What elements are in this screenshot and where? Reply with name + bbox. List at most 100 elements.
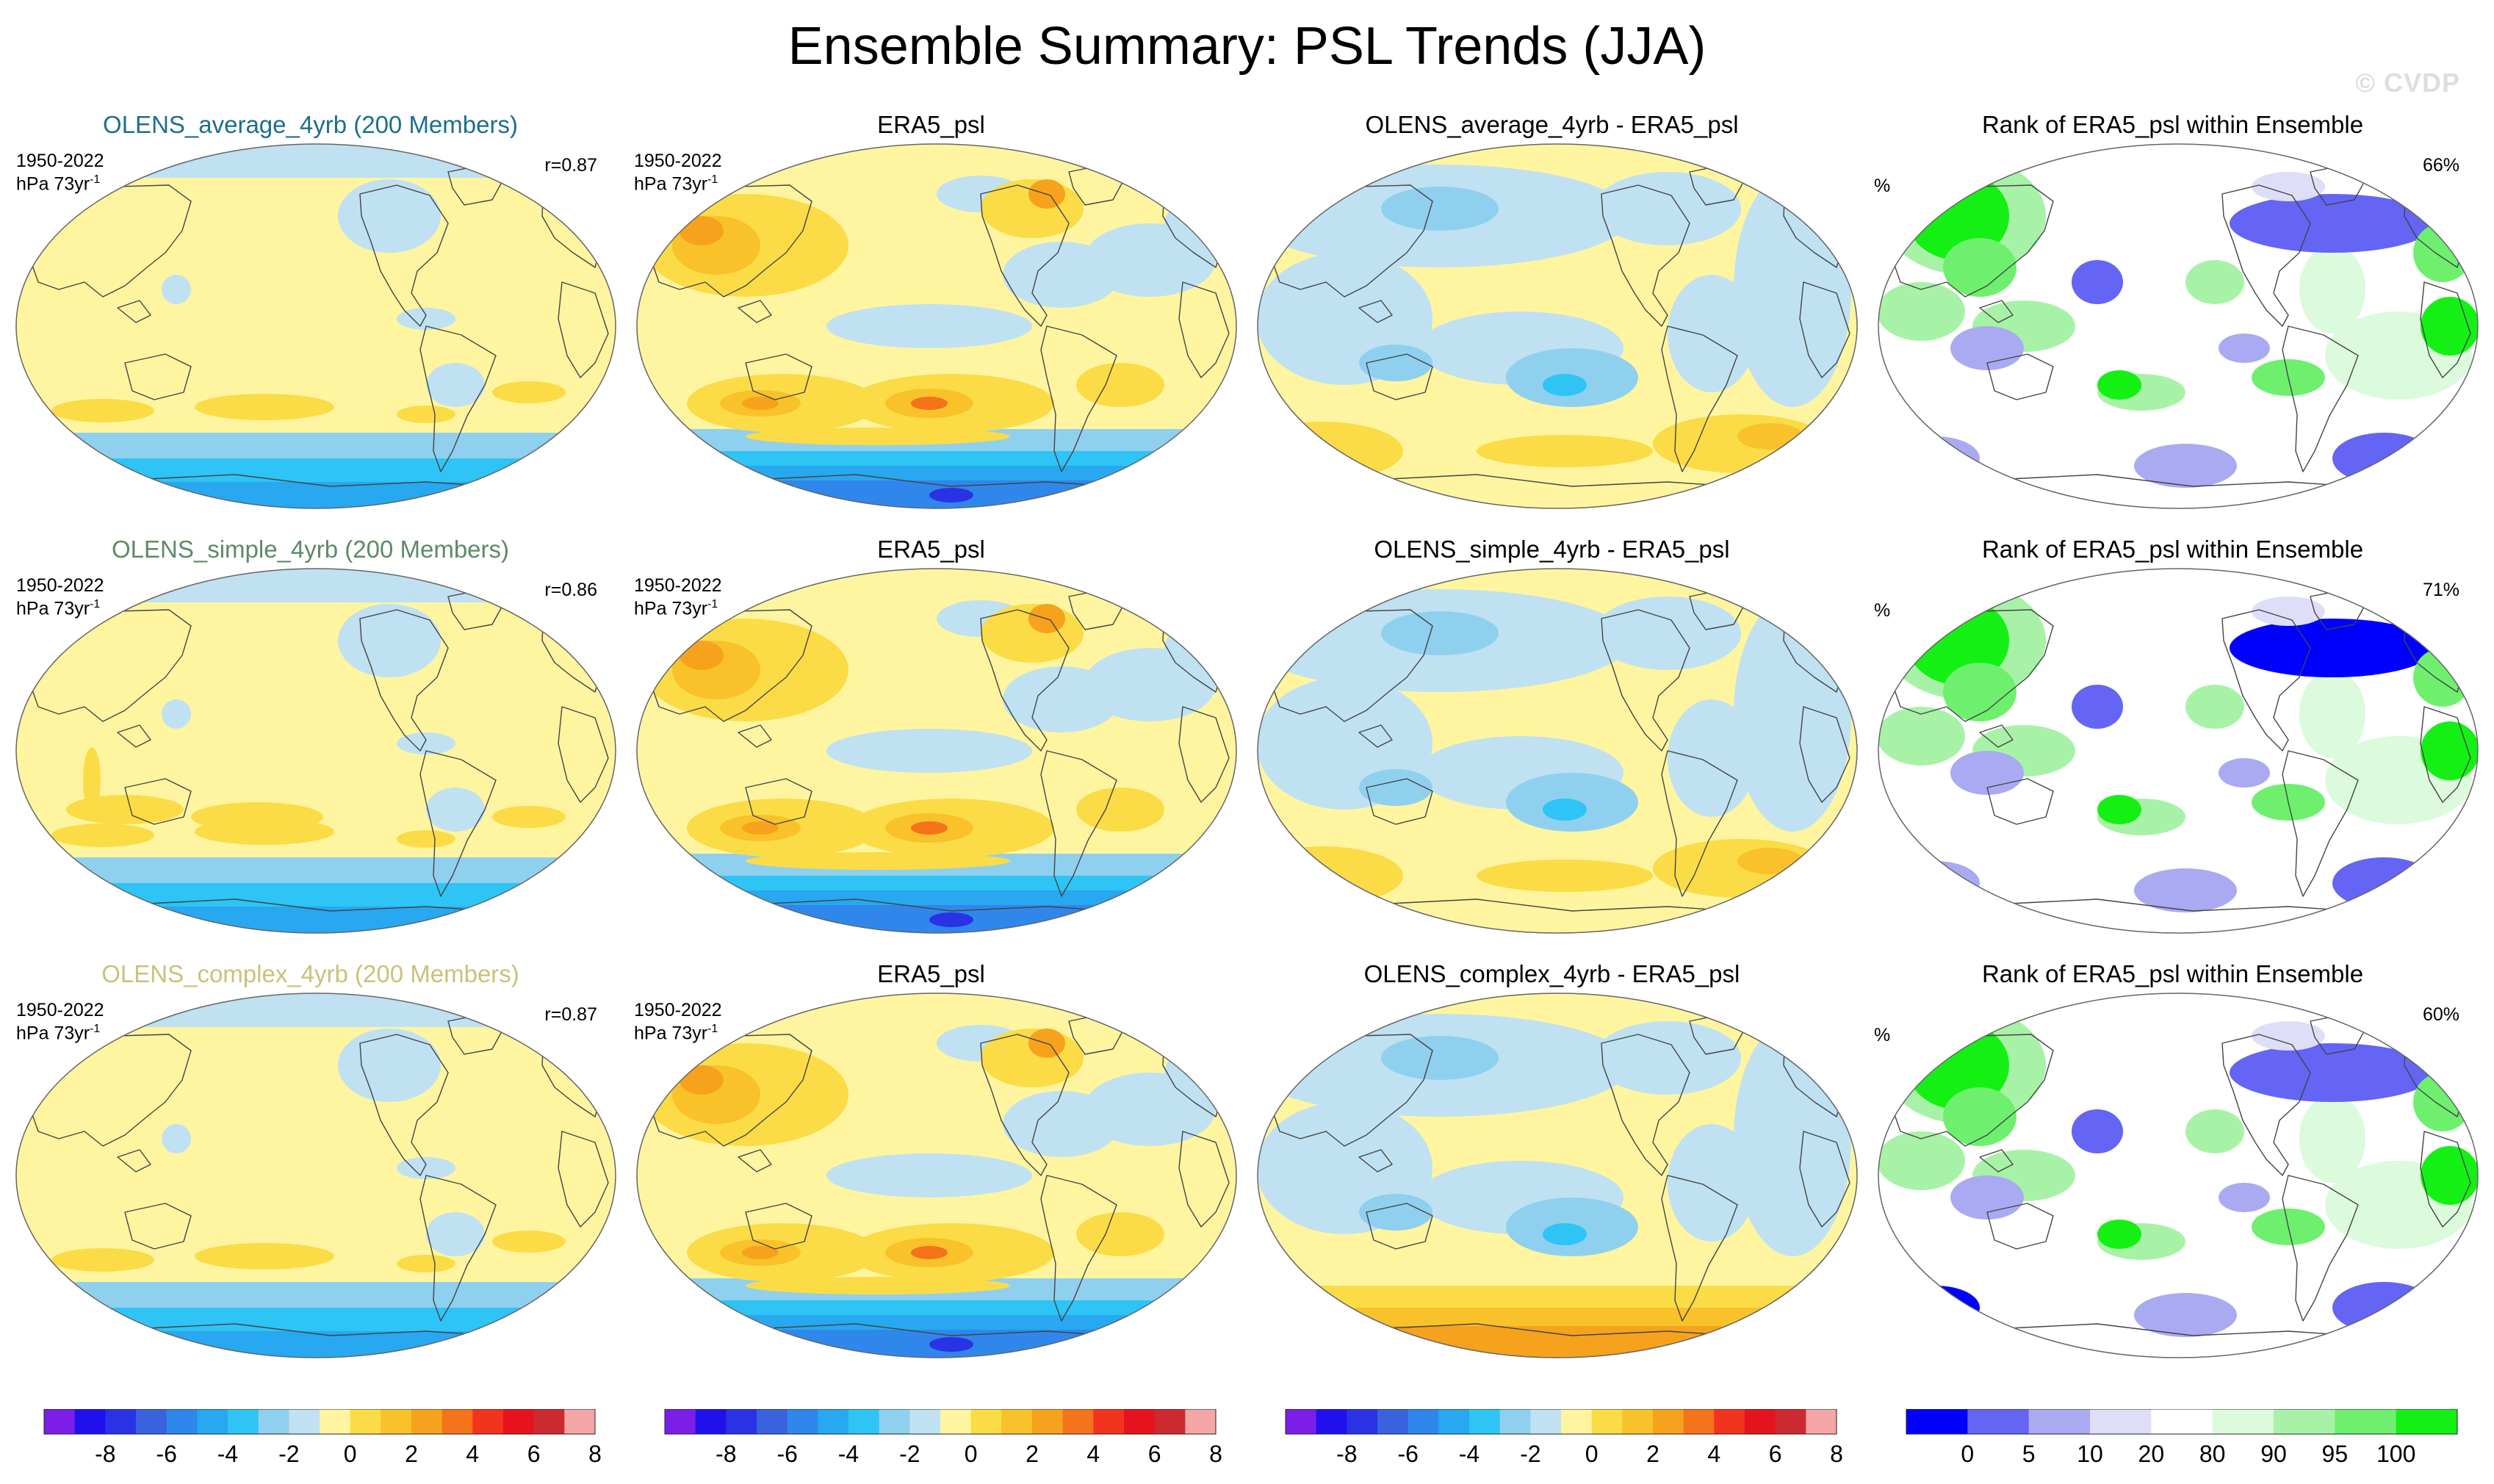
coastline [2282,1175,2359,1322]
field-contour [2252,597,2325,626]
panel-title: Rank of ERA5_psl within Ensemble [1981,960,2364,987]
map-rank [1878,143,2479,509]
colorbar-swatch [258,1409,289,1434]
colorbar-tick-label: -6 [776,1441,797,1467]
colorbar-frame [1906,1409,2458,1435]
units-label: hPa 73yr-1 [16,595,100,618]
map-rank [1878,568,2479,934]
coastline [1269,609,1433,722]
field-contour [1267,862,1333,889]
map-outline [636,143,1237,509]
coastline [1601,1034,1690,1176]
field-contour [83,747,101,813]
colorbar-swatch [1377,1409,1409,1434]
pattern-correlation: r=0.87 [544,1004,597,1025]
map-observed-trend [636,993,1237,1358]
field-contour [2421,721,2478,780]
rank-percentage: 66% [2422,155,2459,176]
map-outline [15,568,616,934]
field-contour [742,397,779,410]
field-contour [1668,1124,1756,1242]
colorbar-frame [664,1409,1217,1435]
map-observed-trend [636,568,1237,934]
map-difference [1257,568,1858,934]
coastline [1979,300,2014,323]
map-outline [1257,993,1858,1358]
colorbar-swatch [350,1409,381,1434]
field-contour [1943,1087,2017,1146]
field-contour [2421,297,2478,356]
coastline [558,1131,609,1228]
coastline [745,1203,812,1250]
field-contour [2354,205,2428,242]
field-contour [929,912,973,927]
colorbar-swatch [787,1409,818,1434]
map-outline [1878,993,2479,1358]
panel-title: ERA5_psl [877,960,985,987]
period-label: 1950-2022 [634,151,722,171]
field-contour [929,488,973,503]
coastline [359,609,449,752]
map-outline [1257,568,1858,934]
field-contour [1164,201,1223,245]
colorbar-tick-label: -2 [899,1441,920,1467]
panel-observations: ERA5_psl 1950-2022 hPa 73yr-1 [621,109,1241,509]
coastline [1889,609,2054,722]
units-text: hPa 73yr [634,598,708,619]
colorbar-tick-label: 8 [1209,1441,1222,1467]
panel-observations: ERA5_psl 1950-2022 hPa 73yr-1 [621,958,1241,1358]
coastline [1269,184,1433,298]
units-label: hPa 73yr-1 [634,595,718,618]
units-label: hPa 73yr-1 [634,1020,718,1042]
colorbar-tick-label: 6 [527,1441,541,1467]
coastline [1979,1149,2014,1173]
coastline [648,1034,812,1147]
field-contour [397,406,455,423]
rank-units: % [1874,600,1891,621]
coastline [2282,750,2359,897]
colorbar-tick-label: -2 [1520,1441,1540,1467]
colorbar-tick-label: 90 [2260,1441,2287,1467]
field-contour [1594,172,1741,245]
field-contour [1076,788,1164,832]
map-rank [1878,993,2479,1358]
field-contour [705,480,742,495]
colorbar-swatch [2274,1409,2335,1434]
map-difference [1257,143,1858,509]
coastline [648,184,812,298]
colorbar-tick-label: 6 [1148,1441,1161,1467]
field-contour [2299,1095,2365,1183]
coastline [738,300,772,323]
coastline [1366,778,1433,825]
coastline [745,778,812,825]
field-contour [397,732,455,754]
panel-rank: Rank of ERA5_psl within Ensemble% 71% [1862,533,2483,934]
colorbar-swatch [1561,1409,1593,1434]
field-contour [1543,374,1587,396]
rank-units: % [1874,1025,1891,1045]
field-contour [1878,282,1965,341]
colorbar-tick-label: 95 [2322,1441,2349,1467]
field-contour [492,381,566,403]
colorbar-swatch [381,1409,412,1434]
field-contour [1892,1286,1980,1330]
colorbar-swatch [726,1409,757,1434]
colorbar-swatch [818,1409,849,1434]
colorbar-tick-label: -8 [95,1441,115,1467]
map-outline [636,568,1237,934]
colorbar-tick-label: 2 [1646,1441,1659,1467]
field-contour [1003,666,1120,732]
colorbar-swatch [1124,1409,1156,1434]
field-contour [191,802,323,832]
field-contour [680,216,724,245]
field-contour [2219,1183,2270,1212]
coastline [1040,750,1117,897]
field-contour [911,821,948,835]
coastline [1366,1203,1433,1250]
field-contour [195,394,334,420]
field-contour [2252,1021,2325,1051]
colorbar-swatch [1093,1409,1125,1434]
map-outline [15,993,616,1358]
trend-colorbar: -8 -6 -4 -2 0 2 4 6 8 [1285,1409,1843,1467]
colorbar-tick-label: 100 [2376,1441,2415,1467]
